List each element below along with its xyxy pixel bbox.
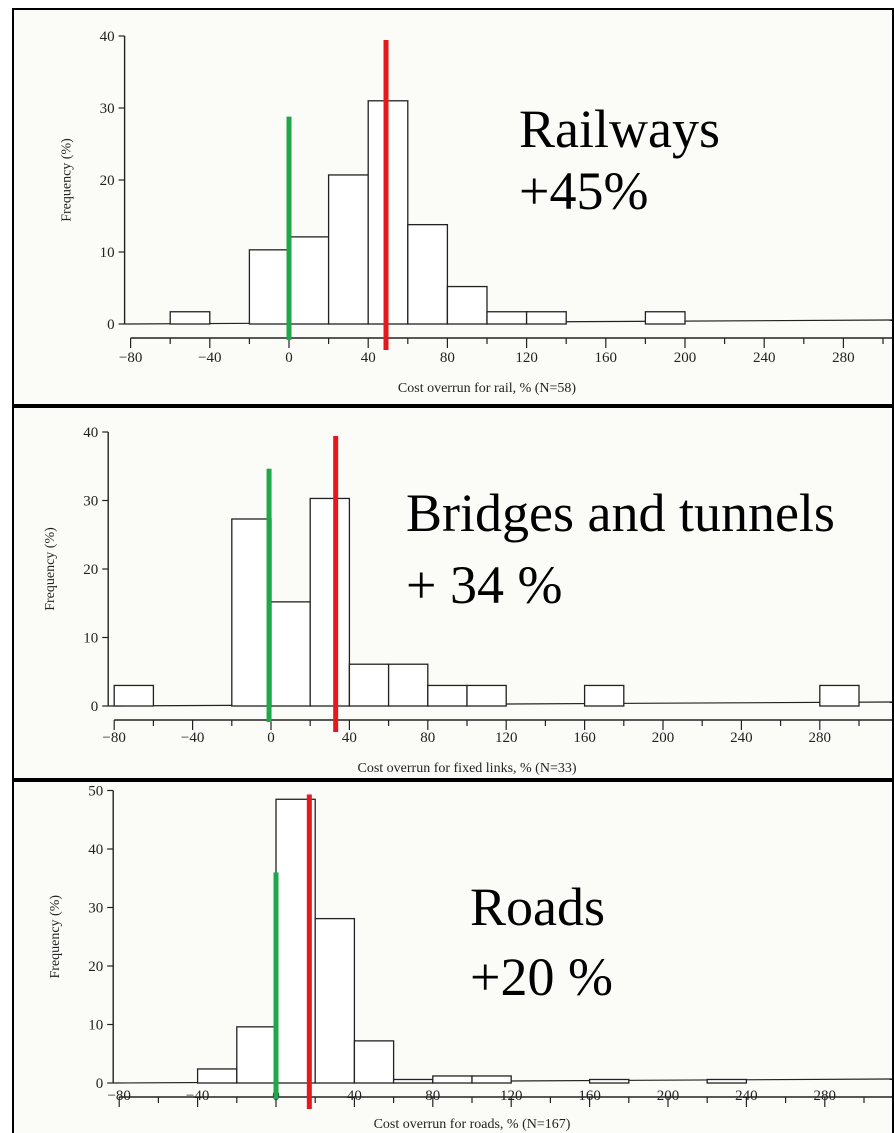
roads-overrun-label: +20 % (470, 947, 613, 1007)
x-tick-label: −80 (102, 730, 125, 746)
x-tick-label: 160 (573, 730, 596, 746)
bridges-tunnels-title: Bridges and tunnels (406, 483, 835, 543)
histogram-bar (270, 601, 311, 707)
histogram-bar (327, 174, 369, 325)
x-tick-label: −40 (186, 1088, 209, 1104)
histogram-bar (583, 684, 625, 707)
x-tick-label: 0 (267, 730, 275, 746)
x-tick-label: 80 (420, 730, 435, 746)
bridges-tunnels-panel: 0 10 20 30 40 Frequency (%) −80 −40 0 40 80 120 160 2… (12, 406, 894, 780)
y-tick-label: 50 (88, 784, 103, 800)
bridges-tunnels-histogram: 0 10 20 30 40 Frequency (%) −80 −40 0 40 80 120 160 2… (43, 425, 892, 776)
x-tick-label: 200 (657, 1088, 680, 1104)
histogram-bar (196, 1068, 238, 1084)
histogram-bar (392, 1078, 434, 1084)
x-tick-label: 80 (425, 1088, 440, 1104)
histogram-bar (236, 1026, 277, 1084)
x-tick-label: 40 (347, 1088, 362, 1104)
histogram-bar (314, 917, 356, 1084)
railways-overrun-label: +45% (519, 161, 649, 221)
x-tick-label: 80 (440, 350, 455, 366)
x-tick-label: 240 (730, 730, 753, 746)
railways-panel: 0 10 20 30 40 Frequency (%) −80 −40 0 40 80 120 160 2… (12, 8, 894, 406)
x-tick-label: 240 (735, 1088, 758, 1104)
histogram-bar (427, 684, 468, 707)
bridges-tunnels-overrun-label: + 34 % (406, 555, 563, 615)
histogram-bar (348, 663, 390, 707)
x-tick-label: −80 (107, 1088, 130, 1104)
x-tick-label: 0 (285, 350, 293, 366)
x-axis-title: Cost overrun for fixed links, % (N=33) (357, 761, 576, 776)
mean-overrun-marker-line (333, 436, 339, 732)
y-tick-label: 20 (100, 173, 115, 189)
y-tick-label: 0 (107, 317, 115, 333)
y-tick-label: 10 (83, 631, 98, 647)
histogram-bar (525, 311, 567, 325)
x-tick-label: 280 (809, 730, 832, 746)
histogram-bar (432, 1075, 473, 1084)
histogram-bar (486, 311, 528, 325)
y-tick-label: 30 (83, 494, 98, 510)
x-tick-label: 40 (342, 730, 357, 746)
x-tick-label: 120 (500, 1088, 523, 1104)
y-axis-title: Frequency (%) (60, 138, 75, 222)
y-tick-label: 30 (100, 101, 115, 117)
x-tick-label: 120 (495, 730, 518, 746)
histogram-bar (309, 497, 351, 707)
y-axis-title: Frequency (%) (43, 527, 58, 611)
histogram-bar (471, 1075, 512, 1084)
zero-marker-line (273, 872, 279, 1099)
histogram-bar (113, 684, 155, 707)
y-tick-label: 40 (83, 425, 98, 441)
y-tick-label: 20 (83, 562, 98, 578)
zero-marker-line (286, 116, 292, 340)
zero-marker-line (266, 468, 272, 722)
x-tick-label: 160 (578, 1088, 601, 1104)
y-tick-label: 40 (100, 29, 115, 45)
x-axis-title: Cost overrun for rail, % (N=58) (398, 381, 577, 396)
y-tick-label: 20 (88, 959, 103, 975)
histogram-bar (819, 684, 860, 707)
y-tick-label: 0 (91, 699, 99, 715)
x-tick-label: 120 (515, 350, 538, 366)
x-tick-label: 200 (652, 730, 675, 746)
x-tick-label: 40 (361, 350, 376, 366)
x-tick-label: −40 (198, 350, 221, 366)
x-tick-label: −80 (119, 350, 142, 366)
y-tick-label: 0 (96, 1076, 104, 1092)
y-tick-label: 10 (100, 245, 115, 261)
x-tick-label: 200 (674, 350, 697, 366)
histogram-bar (644, 311, 686, 325)
x-tick-label: 280 (814, 1088, 837, 1104)
histogram-bar (466, 684, 507, 707)
histogram-bar (387, 663, 429, 707)
x-tick-label: 280 (832, 350, 855, 366)
railways-histogram: 0 10 20 30 40 Frequency (%) −80 −40 0 40 80 120 160 2… (60, 29, 892, 396)
railways-title: Railways (519, 99, 720, 159)
histogram-bar (446, 285, 488, 325)
y-tick-label: 40 (88, 842, 103, 858)
x-tick-label: 240 (753, 350, 776, 366)
x-axis-title: Cost overrun for roads, % (N=167) (374, 1117, 571, 1132)
histogram-bar (231, 518, 272, 707)
histogram-bar (706, 1078, 748, 1084)
x-tick-label: 160 (595, 350, 618, 366)
roads-title: Roads (470, 877, 605, 937)
y-axis-title: Frequency (%) (48, 895, 63, 979)
histogram-bar (288, 236, 330, 325)
mean-overrun-marker-line (383, 40, 389, 350)
mean-overrun-marker-line (306, 794, 312, 1109)
histogram-bar (353, 1040, 395, 1084)
y-tick-label: 10 (88, 1018, 103, 1034)
x-tick-label: −40 (181, 730, 204, 746)
histogram-bar (407, 223, 449, 325)
histogram-bar (169, 311, 211, 325)
y-tick-label: 30 (88, 901, 103, 917)
histogram-bar (588, 1078, 630, 1084)
histogram-bar (248, 249, 290, 325)
